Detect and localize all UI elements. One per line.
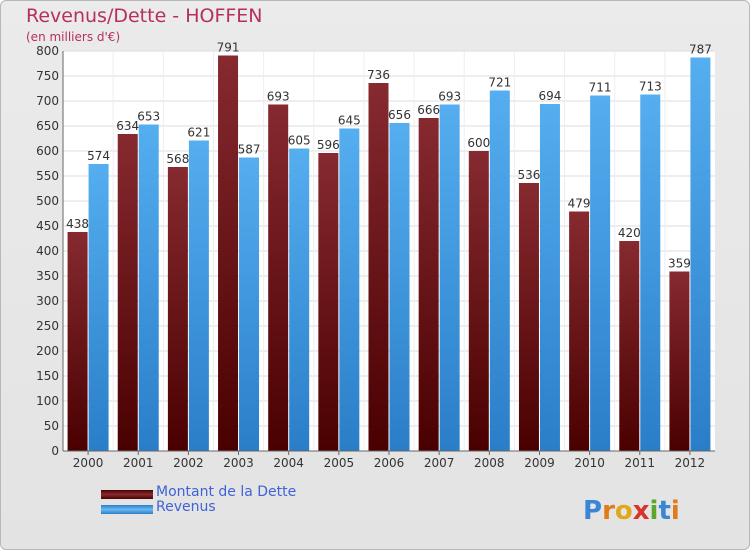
value-label: 713	[639, 80, 662, 94]
y-tick-label: 100	[36, 394, 59, 408]
value-label: 791	[217, 41, 240, 55]
x-tick-label: 2009	[524, 456, 555, 470]
y-tick-label: 300	[36, 294, 59, 308]
axes: 0 50 100 150 200 250 300 350 400 450 500 550 600 650 7…	[36, 44, 715, 470]
x-tick-label: 2000	[73, 456, 104, 470]
bar-dette	[468, 151, 489, 451]
bar-dette	[669, 271, 690, 451]
x-tick-label: 2011	[624, 456, 655, 470]
bar-revenus	[88, 164, 109, 451]
value-label: 736	[367, 68, 390, 82]
value-label: 645	[338, 114, 361, 128]
y-tick-label: 650	[36, 119, 59, 133]
y-tick-label: 750	[36, 69, 59, 83]
y-tick-label: 350	[36, 269, 59, 283]
bar-revenus	[289, 148, 310, 451]
value-label: 656	[388, 108, 411, 122]
x-tick-label: 2004	[273, 456, 304, 470]
x-tick-label: 2002	[173, 456, 204, 470]
value-label: 693	[438, 90, 461, 104]
bar-revenus	[339, 128, 360, 451]
x-tick-label: 2007	[424, 456, 455, 470]
legend-label-dette: Montant de la Dette	[156, 484, 297, 500]
y-tick-label: 600	[36, 144, 59, 158]
bar-revenus	[690, 57, 711, 451]
bar-dette	[117, 134, 138, 451]
bar-revenus	[138, 124, 159, 451]
value-label: 621	[187, 126, 210, 140]
x-tick-label: 2001	[123, 456, 154, 470]
bar-dette	[368, 83, 389, 451]
bar-dette	[619, 241, 640, 451]
bar-revenus	[489, 90, 510, 451]
bar-dette	[318, 153, 339, 451]
x-tick-label: 2003	[223, 456, 254, 470]
chart-subtitle: (en milliers d'€)	[26, 30, 121, 44]
bar-revenus	[640, 94, 661, 451]
svg-text:Proxiti: Proxiti	[583, 496, 680, 526]
bar-revenus	[239, 157, 260, 451]
y-tick-label: 0	[51, 444, 59, 458]
value-label: 587	[238, 143, 261, 157]
y-tick-label: 150	[36, 369, 59, 383]
value-label: 605	[288, 134, 311, 148]
legend-swatch-dette	[101, 490, 153, 499]
bar-revenus	[188, 140, 209, 451]
y-tick-label: 50	[44, 419, 59, 433]
chart-title: Revenus/Dette - HOFFEN	[26, 5, 263, 27]
x-tick-label: 2012	[675, 456, 706, 470]
bar-revenus	[439, 104, 460, 451]
x-tick-label: 2005	[324, 456, 355, 470]
x-tick-label: 2008	[474, 456, 505, 470]
y-tick-label: 200	[36, 344, 59, 358]
value-label: 711	[589, 81, 612, 95]
y-tick-label: 700	[36, 94, 59, 108]
value-label: 634	[116, 119, 139, 133]
value-label: 536	[518, 168, 541, 182]
value-label: 600	[467, 136, 490, 150]
y-tick-label: 500	[36, 194, 59, 208]
value-label: 359	[668, 257, 691, 271]
value-label: 438	[66, 217, 89, 231]
value-label: 787	[689, 43, 712, 57]
y-tick-label: 400	[36, 244, 59, 258]
y-tick-label: 450	[36, 219, 59, 233]
value-label: 693	[267, 90, 290, 104]
bar-dette	[418, 118, 439, 451]
legend-swatch-revenus	[101, 505, 153, 514]
bar-dette	[569, 211, 590, 451]
bar-revenus	[539, 104, 560, 451]
bars	[67, 55, 711, 451]
x-tick-label: 2010	[574, 456, 605, 470]
bar-revenus	[389, 123, 410, 451]
y-tick-label: 550	[36, 169, 59, 183]
value-label: 694	[539, 89, 562, 103]
value-label: 666	[417, 103, 440, 117]
y-tick-label: 250	[36, 319, 59, 333]
legend-label-revenus: Revenus	[156, 499, 216, 515]
bar-dette	[518, 183, 539, 451]
bar-dette	[218, 55, 239, 451]
value-label: 568	[166, 152, 189, 166]
value-label: 653	[137, 110, 160, 124]
bar-dette	[268, 104, 289, 451]
brand-logo: Proxiti	[583, 496, 680, 526]
value-label: 479	[568, 197, 591, 211]
bar-revenus	[590, 95, 611, 451]
value-label: 596	[317, 138, 340, 152]
value-label: 721	[488, 76, 511, 90]
value-label: 574	[87, 149, 110, 163]
value-label: 420	[618, 226, 641, 240]
bar-dette	[67, 232, 88, 451]
bar-dette	[167, 167, 188, 451]
y-tick-label: 800	[36, 44, 59, 58]
x-tick-label: 2006	[374, 456, 405, 470]
